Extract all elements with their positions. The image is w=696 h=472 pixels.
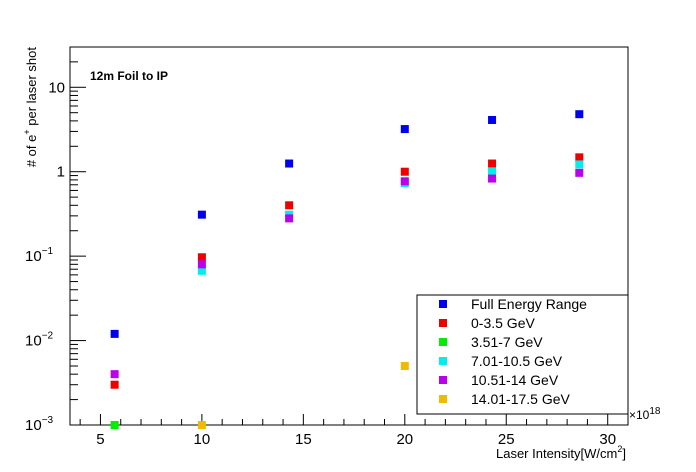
legend-label: 0-3.5 GeV	[471, 315, 535, 331]
point-series-4	[400, 177, 409, 186]
y-axis-label-suffix: per laser shot	[24, 47, 39, 130]
x-tick-label: 10	[194, 431, 211, 448]
y-tick-base: 10	[25, 333, 42, 350]
x-axis-label-sup: 2	[617, 444, 622, 454]
point-series-0	[197, 210, 206, 219]
point-series-1	[575, 153, 584, 162]
y-tick-label: 10−2	[25, 331, 54, 350]
y-axis-label: # of e+ per laser shot	[22, 47, 39, 168]
point-series-1	[285, 201, 294, 210]
point-series-1	[197, 253, 206, 262]
point-series-1	[110, 380, 119, 389]
point-series-5	[400, 361, 409, 370]
y-tick-exp: −3	[42, 415, 54, 426]
point-series-1	[488, 159, 497, 168]
x-axis-label-main: Laser Intensity[W/cm	[496, 446, 617, 461]
point-series-0	[575, 110, 584, 119]
legend-label: 14.01-17.5 GeV	[471, 391, 571, 407]
x-tick-label: 25	[498, 431, 515, 448]
point-series-0	[110, 329, 119, 338]
x-axis: 5 10 15 20 25 30	[79, 414, 616, 448]
y-tick-exp: −2	[42, 331, 54, 342]
point-series-0	[488, 115, 497, 124]
legend-marker	[439, 376, 447, 384]
x-axis-label: Laser Intensity[W/cm2]	[496, 444, 626, 461]
point-series-1	[400, 167, 409, 176]
y-tick-label: 10	[48, 79, 65, 96]
legend-label: 10.51-14 GeV	[471, 372, 559, 388]
point-series-4	[285, 214, 294, 223]
legend-box	[416, 294, 629, 415]
point-series-0	[400, 125, 409, 134]
legend-marker	[439, 319, 447, 327]
point-series-4	[197, 260, 206, 269]
x-axis-multiplier-exp: 18	[649, 406, 661, 417]
y-tick-label: 10−1	[25, 246, 54, 265]
point-series-3	[197, 266, 206, 275]
x-tick-label: 20	[396, 431, 413, 448]
y-axis-label-prefix: # of e	[24, 135, 39, 168]
legend-label: Full Energy Range	[471, 296, 587, 312]
y-tick-base: 10	[25, 248, 42, 265]
legend-label: 7.01-10.5 GeV	[471, 353, 563, 369]
x-tick-label: 30	[599, 431, 616, 448]
x-axis-multiplier: ×1018	[629, 406, 661, 422]
legend-marker	[439, 300, 447, 308]
point-series-2	[110, 421, 119, 429]
y-tick-base: 10	[25, 417, 42, 434]
point-series-4	[110, 370, 119, 379]
legend-marker	[439, 338, 447, 346]
legend: Full Energy Range 0-3.5 GeV 3.51-7 GeV 7.01…	[416, 294, 629, 415]
point-series-4	[488, 174, 497, 183]
point-series-0	[285, 159, 294, 168]
legend-label: 3.51-7 GeV	[471, 334, 543, 350]
legend-marker	[439, 395, 447, 403]
x-tick-label: 15	[295, 431, 312, 448]
chart-title: 12m Foil to IP	[90, 69, 168, 83]
point-series-3	[488, 167, 497, 176]
x-tick-label: 5	[96, 431, 104, 448]
point-series-3	[575, 160, 584, 169]
y-tick-label: 1	[57, 164, 65, 181]
legend-marker	[439, 357, 447, 365]
x-axis-multiplier-base: ×10	[629, 408, 650, 422]
x-axis-label-close: ]	[622, 446, 626, 461]
data-points	[110, 110, 584, 429]
y-tick-exp: −1	[42, 246, 54, 257]
y-tick-label: 10−3	[25, 415, 54, 434]
point-series-4	[575, 168, 584, 177]
plot-frame	[69, 46, 629, 426]
point-series-5	[197, 421, 206, 429]
y-axis-label-sup: +	[22, 129, 32, 134]
